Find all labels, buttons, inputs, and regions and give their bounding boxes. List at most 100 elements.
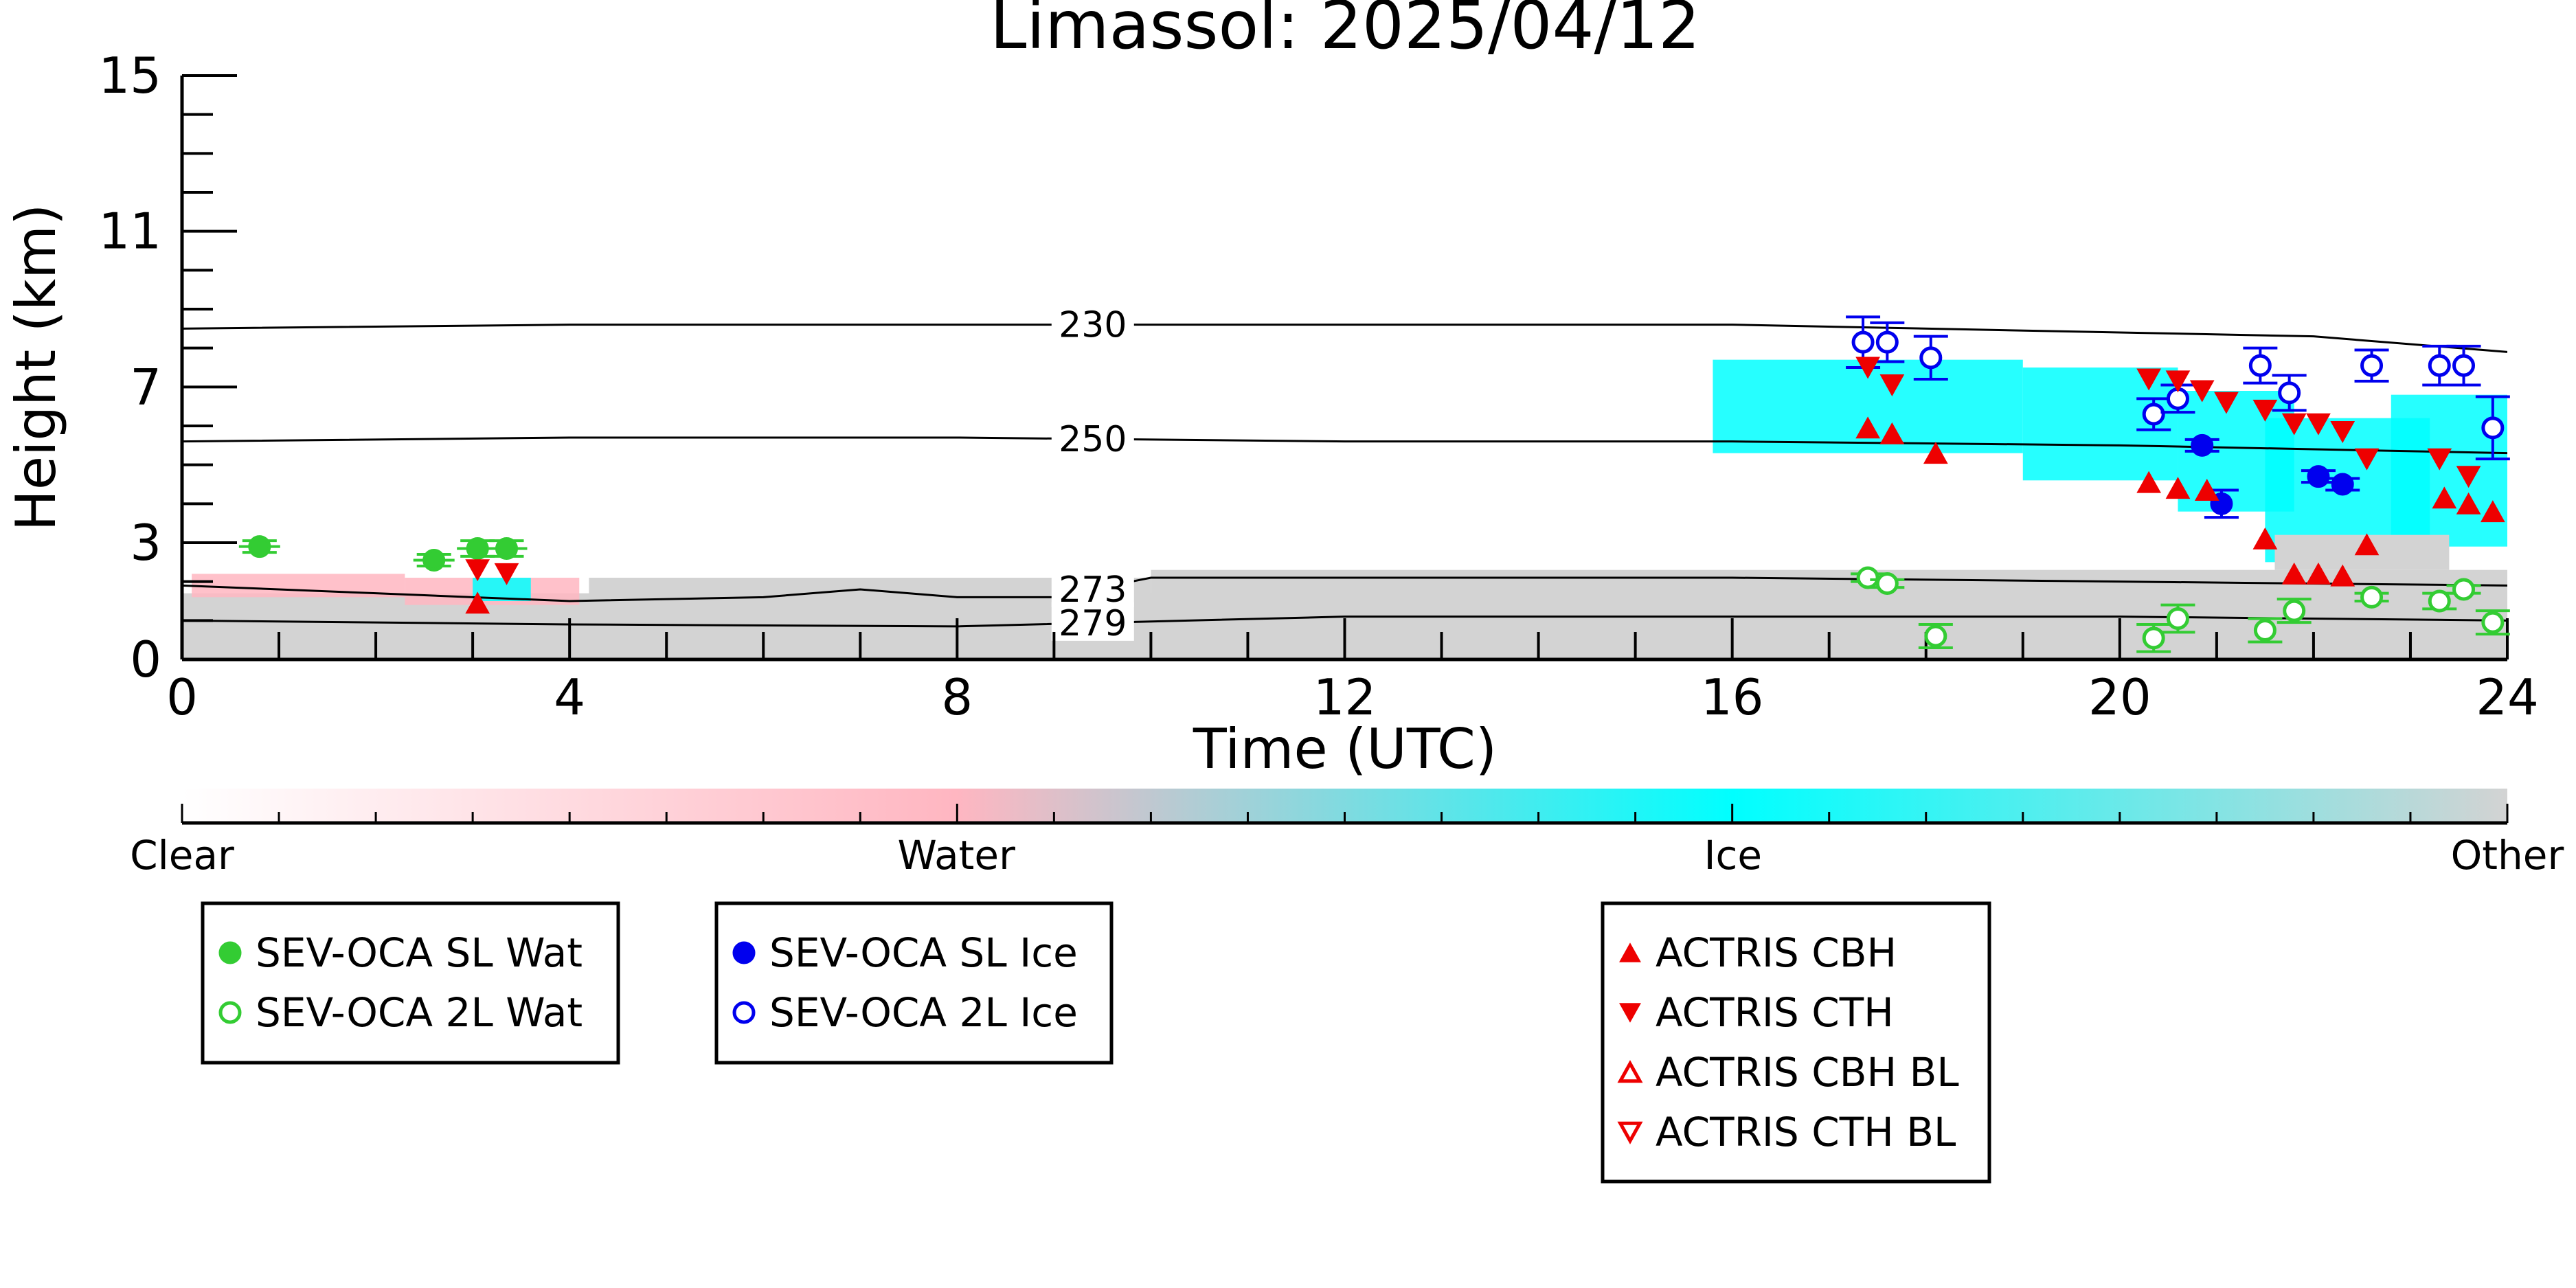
colorbar-label-water: Water <box>897 832 1015 879</box>
marker-triangle-down-filled <box>1879 374 1905 396</box>
plot-axes: 0 3 7 11 15 0 4 8 12 16 20 24 <box>98 47 2538 726</box>
series-sev-oca-2l-ice <box>1846 315 2510 461</box>
marker-circle-open <box>2481 611 2505 634</box>
marker-triangle-down-filled <box>2189 380 2215 403</box>
data-markers <box>238 315 2510 653</box>
marker-triangle-up-filled <box>2194 479 2219 501</box>
marker-triangle-up-filled <box>2306 562 2331 585</box>
marker-triangle-down-filled <box>2252 399 2278 422</box>
legend-frame <box>201 901 620 1065</box>
chart-title: Limassol: 2025/04/12 <box>990 0 1700 64</box>
x-tick-label: 20 <box>2088 668 2151 726</box>
marker-triangle-up-filled <box>2330 564 2355 587</box>
marker-circle-open <box>1875 330 1899 354</box>
marker-triangle-up-filled <box>1855 416 1880 439</box>
marker-triangle-down-filled <box>2214 392 2239 414</box>
y-axis-label: Height (km) <box>4 204 68 532</box>
series-actris-cth <box>465 357 2481 585</box>
marker-triangle-down-filled <box>2330 421 2355 443</box>
x-tick-label: 8 <box>941 668 973 726</box>
classification-colorbar: Clear Water Ice Other <box>130 789 2564 879</box>
contour-250 <box>182 436 2507 455</box>
marker-circle-open <box>2248 354 2272 377</box>
y-tick-label: 0 <box>130 631 161 688</box>
marker-triangle-down-filled <box>1619 1003 1641 1023</box>
marker-triangle-up-filled <box>2480 500 2505 523</box>
legend-frame <box>1601 901 1991 1184</box>
x-tick-label: 12 <box>1313 668 1377 726</box>
marker-triangle-up-filled <box>465 591 490 614</box>
marker-circle-filled <box>218 941 242 964</box>
marker-circle-open <box>2360 585 2384 609</box>
marker-circle-filled <box>466 537 489 560</box>
marker-circle-open <box>2142 626 2165 650</box>
legend-box-2: SEV-OCA SL Ice SEV-OCA 2L Ice <box>714 901 1114 1065</box>
marker-circle-open <box>2142 403 2165 426</box>
marker-circle-filled <box>2191 433 2214 457</box>
contour-273 <box>182 576 2507 602</box>
marker-triangle-up-open <box>1617 1060 1643 1083</box>
y-tick-label: 7 <box>130 358 161 416</box>
marker-circle-open <box>2360 354 2384 377</box>
legend-entry-actris-cbh-bl: ACTRIS CBH BL <box>1656 1049 1959 1096</box>
marker-triangle-down-filled <box>2456 466 2481 488</box>
marker-circle-open <box>1875 572 1899 595</box>
marker-circle-filled <box>2307 465 2330 488</box>
marker-triangle-down-filled <box>2136 368 2162 391</box>
marker-circle-open <box>2452 578 2476 601</box>
legends: SEV-OCA SL Wat SEV-OCA 2L Wat SEV-OCA SL I… <box>201 901 1991 1184</box>
marker-circle-open <box>2253 619 2276 642</box>
x-tick-label: 4 <box>554 668 585 726</box>
marker-triangle-up-filled <box>2432 486 2457 509</box>
marker-triangle-down-filled <box>465 559 490 582</box>
marker-triangle-up-filled <box>2136 471 2162 493</box>
marker-circle-open <box>2283 599 2306 622</box>
legend-entry-sev-oca-2l-ice: SEV-OCA 2L Ice <box>769 989 1078 1036</box>
legend-entry-actris-cth: ACTRIS CTH <box>1656 989 1894 1036</box>
legend-box-1: SEV-OCA SL Wat SEV-OCA 2L Wat <box>201 901 620 1065</box>
marker-triangle-up-filled <box>2281 562 2307 585</box>
series-sev-oca-sl-ice <box>2184 433 2360 519</box>
marker-triangle-up-filled <box>1879 422 1905 444</box>
legend-box-3: ACTRIS CBH ACTRIS CTH ACTRIS CBH BL ACTRIS … <box>1601 901 1991 1184</box>
marker-triangle-down-filled <box>2427 448 2452 471</box>
marker-triangle-up-filled <box>2456 492 2481 515</box>
colorbar-label-ice: Ice <box>1704 832 1762 879</box>
marker-circle-filled <box>2331 473 2354 496</box>
marker-triangle-up-filled <box>1923 442 1948 464</box>
contour-label-250: 250 <box>1059 419 1127 460</box>
series-sev-oca-2l-wat <box>1851 566 2510 653</box>
marker-circle-filled <box>495 537 518 560</box>
colorbar-label-other: Other <box>2451 832 2564 879</box>
marker-circle-open <box>2428 589 2451 613</box>
legend-entry-actris-cth-bl: ACTRIS CTH BL <box>1656 1109 1956 1155</box>
marker-circle-open <box>2481 416 2505 440</box>
marker-circle-open <box>2166 607 2189 630</box>
legend-frame <box>714 901 1114 1065</box>
marker-circle-open <box>1851 330 1875 354</box>
contour-230 <box>182 324 2507 353</box>
marker-triangle-down-filled <box>2354 448 2380 471</box>
marker-circle-open <box>1924 624 1947 648</box>
marker-triangle-down-filled <box>1855 357 1880 379</box>
series-sev-oca-sl-wat <box>238 535 528 572</box>
series-actris-cbh <box>465 416 2505 614</box>
marker-circle-open <box>1919 346 1943 370</box>
marker-triangle-down-filled <box>2165 370 2191 393</box>
marker-circle-open <box>2428 354 2451 377</box>
legend-entry-sev-oca-sl-wat: SEV-OCA SL Wat <box>256 929 583 976</box>
marker-triangle-down-open <box>1617 1121 1643 1144</box>
x-tick-label: 16 <box>1701 668 1764 726</box>
x-tick-label: 0 <box>166 668 198 726</box>
legend-entry-actris-cbh: ACTRIS CBH <box>1656 929 1897 976</box>
marker-circle-filled <box>732 941 756 964</box>
marker-triangle-up-filled <box>2354 533 2380 556</box>
marker-triangle-up-filled <box>1619 942 1641 962</box>
contour-label-bg <box>1051 569 1134 607</box>
marker-circle-open <box>732 1001 756 1024</box>
y-tick-label: 11 <box>98 203 161 260</box>
x-tick-label: 24 <box>2476 668 2539 726</box>
contour-label-279: 279 <box>1059 603 1127 644</box>
